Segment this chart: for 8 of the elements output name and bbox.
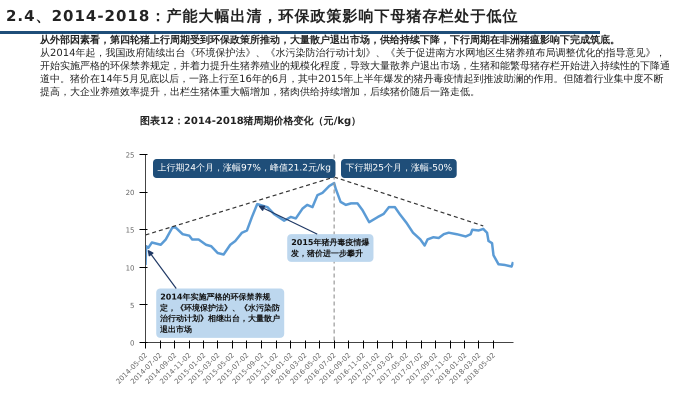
annotation: 下行期25个月，涨幅-50% (346, 162, 453, 174)
chart-title: 2.4、2014-2018：产能大幅出清，环保政策影响下母猪存栏处于低位 (0, 0, 600, 34)
chart-subtitle: 从外部因素看，第四轮猪上行周期受到环保政策所推动，大量散户退出市场，供给持续下降，下行周期在非洲猪瘟影响下完成筑底。 (40, 35, 620, 46)
annotation: 2015年猪丹毒疫情爆发，猪价进一步攀升 (290, 238, 370, 258)
text: 图表12：2014-2018猪周期价格变化（元/kg） (139, 115, 362, 129)
text: 从2014年起，我国政府陆续出台《环境保护法》、《水污染防治行动计划》、《关于促进南方水网地区生猪养殖布局调整优化的指导意见》，开始实施严格的环保禁养规定，并着力提升生猪养殖业的规模化程度，导致大量散养户退出市场，生猪和能繁母猪存栏开始进入持续性的下降通道中。猪价在14年5月见底以后，一路上行至16年的6月，其中2015年上半年爆发的猪丹毒疫情起到推波助澜的作用。但随着行业集中度不断提高，大企业养殖效率提升，出栏生猪体重大幅增加，猪肉供给持续增加，后续猪价随后一路走低。 (40, 48, 670, 98)
annotation: 上行期24个月，涨幅97%，峰值21.2元/kg (158, 162, 331, 174)
annotation: 2014年实施严格的环保禁养规定，《环境保护法》、《水污染防治行动计划》相继出台，大量散户退出市场 (159, 292, 280, 334)
